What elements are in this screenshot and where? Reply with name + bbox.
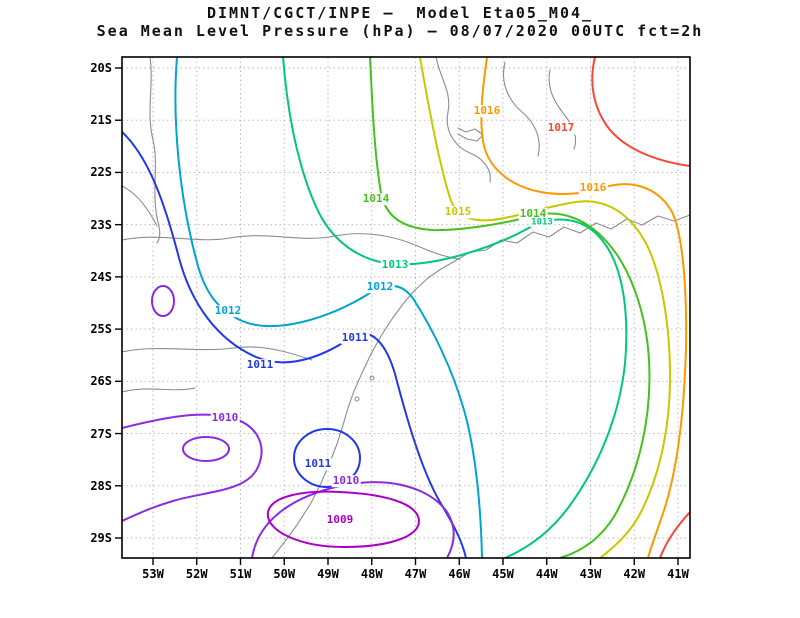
island: [354, 396, 360, 402]
contour-1011-main: [122, 131, 467, 558]
contour-1010-west: [122, 413, 263, 522]
grid-lines: [122, 57, 690, 558]
contour-1013: [282, 57, 628, 558]
chart-title-line1: DIMNT/CGCT/INPE — Model Eta05_M04_: [206, 4, 594, 22]
contour-1016: [480, 57, 688, 558]
coastline: [271, 214, 690, 558]
river: [435, 57, 491, 183]
axis-ticks: [115, 67, 679, 565]
contour-1014: [369, 57, 651, 558]
chart-titles: DIMNT/CGCT/INPE — Model Eta05_M04_ Sea M…: [0, 4, 800, 40]
state-border: [122, 387, 196, 393]
chart-title-line2: Sea Mean Level Pressure (hPa) — 08/07/20…: [96, 22, 704, 40]
contour-layer: [122, 57, 690, 558]
contour-1015: [419, 57, 672, 558]
lake: [457, 127, 484, 142]
river: [149, 57, 161, 244]
contour-1017-a: [591, 57, 690, 167]
contour-1010-closed-a: [182, 436, 230, 462]
contour-1010-arc: [251, 481, 455, 558]
plot-frame: [121, 56, 691, 559]
river: [548, 69, 577, 150]
contour-1009-closed: [266, 490, 421, 548]
contour-1011-closed: [293, 428, 361, 488]
river: [122, 185, 158, 227]
geography-layer: [122, 57, 690, 558]
contour-1012: [174, 57, 483, 558]
state-border: [122, 346, 313, 361]
island: [369, 375, 375, 381]
contour-1010-closed-b: [151, 285, 175, 317]
contour-1017-b: [659, 511, 690, 558]
river: [503, 61, 540, 157]
